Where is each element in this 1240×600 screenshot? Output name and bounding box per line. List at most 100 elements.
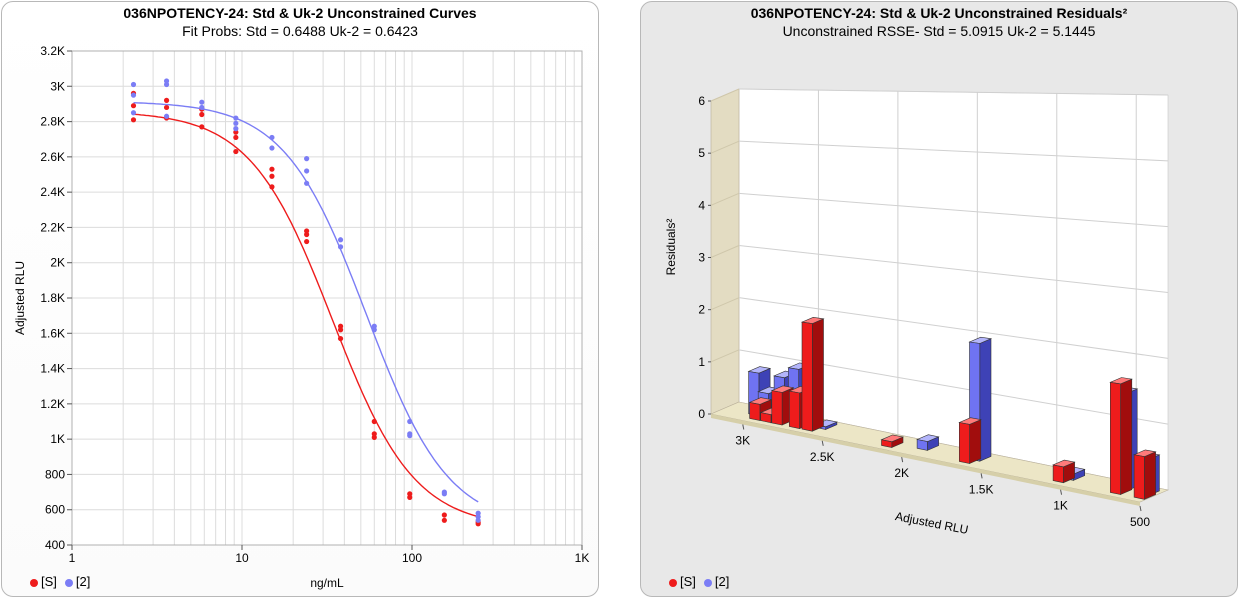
y-tick-label: 1.6K — [40, 326, 65, 340]
y-tick-label: 2K — [50, 256, 65, 270]
x-tick — [1060, 489, 1063, 495]
data-point-uk — [407, 433, 413, 439]
legend-uk-label: [2] — [714, 574, 730, 589]
data-point-uk — [475, 517, 481, 523]
bar-front-face — [801, 321, 813, 432]
y-tick-label: 2.8K — [40, 115, 65, 129]
data-point-uk — [163, 81, 170, 88]
bar-side-face — [969, 419, 982, 464]
data-point-uk — [337, 244, 344, 250]
y-axis-title: Adjusted RLU — [13, 261, 27, 335]
data-point-std — [163, 97, 170, 103]
data-point-uk — [233, 126, 239, 132]
bar-front-face — [1109, 381, 1121, 495]
fit-curve-std — [133, 113, 479, 518]
y-tick-label: 4 — [698, 198, 705, 212]
bar-front-face — [789, 390, 800, 429]
x-axis-title: Adjusted RLU — [894, 509, 969, 537]
data-point-uk — [233, 115, 239, 121]
data-point-uk — [304, 168, 310, 174]
data-point-std — [371, 434, 377, 440]
y-tick-label: 1 — [698, 355, 705, 369]
residual-bar-std — [958, 417, 982, 464]
y-tick-label: 2 — [698, 303, 705, 317]
data-point-std — [407, 494, 413, 500]
y-tick-label: 600 — [45, 503, 65, 517]
curves-chart-title: 036NPOTENCY-24: Std & Uk-2 Unconstrained… — [123, 5, 477, 21]
fit-curve-uk — [133, 102, 479, 503]
y-tick-label: 0 — [698, 407, 705, 421]
legend-uk-marker — [703, 579, 712, 587]
residuals-chart-plot: 0 1 2 3 4 5 6 3K 2.5K 2K 1.5K 1K 500 Residuals² Adjust… — [664, 88, 1169, 537]
x-tick-label: 1.5K — [969, 482, 994, 496]
x-tick-label: 500 — [1130, 515, 1150, 529]
curves-chart-plot: 400 600 800 1K 1.2K 1.4K 1.6K 1.8K 2K 2.2K 2.4K 2.6… — [13, 44, 590, 590]
data-point-std — [130, 117, 137, 123]
residual-bar-std — [880, 434, 905, 448]
bar-front-face — [881, 439, 893, 448]
data-point-std — [304, 231, 310, 238]
x-axis-title: ng/mL — [310, 576, 344, 590]
bar-front-face — [760, 412, 772, 424]
data-point-std — [269, 166, 275, 172]
data-point-std — [233, 134, 239, 141]
back-gridline — [738, 192, 1169, 228]
x-tick — [1139, 505, 1142, 512]
data-point-std — [304, 238, 310, 245]
x-tick-label: 3K — [735, 434, 750, 448]
legend-std-label: [S] — [41, 574, 57, 589]
residual-bar-std — [800, 316, 825, 432]
data-point-uk — [163, 113, 170, 119]
data-point-uk — [130, 92, 137, 98]
data-point-uk — [304, 180, 310, 186]
bar-front-face — [1133, 454, 1145, 500]
side-gridline — [710, 297, 740, 311]
x-tick-label: 2K — [894, 466, 909, 480]
y-tick-label: 3K — [50, 79, 65, 93]
residual-bar-std — [1109, 377, 1133, 495]
x-tick-label: 10 — [235, 551, 249, 565]
side-gridline — [710, 140, 740, 154]
data-point-uk — [371, 327, 377, 333]
residual-bar-uk — [916, 434, 940, 451]
x-tick-label: 2.5K — [810, 450, 835, 464]
x-tick-label: 1 — [69, 551, 76, 565]
y-tick-label: 800 — [45, 467, 65, 481]
y-tick-label: 5 — [698, 146, 705, 160]
legend-std-marker — [30, 579, 38, 587]
data-point-uk — [130, 81, 137, 88]
y-tick-label: 3.2K — [40, 44, 65, 58]
back-gridline — [738, 245, 1169, 293]
bar-front-face — [958, 422, 970, 464]
data-point-std — [371, 418, 377, 425]
x-tick-label: 100 — [402, 551, 422, 565]
curves-chart-panel: 036NPOTENCY-24: Std & Uk-2 Unconstrained… — [1, 1, 599, 597]
y-tick-label: 1.4K — [40, 362, 65, 376]
residuals-chart-legend: [S] [2] — [669, 574, 737, 589]
data-point-uk — [130, 110, 137, 116]
data-point-std — [163, 104, 170, 111]
data-point-std — [337, 327, 344, 333]
y-tick-label: 2.2K — [40, 220, 65, 234]
residual-bar-std — [1052, 459, 1076, 484]
x-tick — [980, 473, 983, 479]
floor-edge — [711, 414, 1140, 506]
data-point-std — [269, 184, 275, 190]
x-tick-label: 1K — [575, 551, 590, 565]
legend-uk-marker — [64, 579, 73, 587]
side-gridline — [710, 192, 740, 206]
data-point-std — [130, 103, 137, 109]
data-point-uk — [337, 237, 344, 243]
y-tick-label: 2.4K — [40, 185, 65, 199]
residuals-chart-subtitle: Unconstrained RSSE- Std = 5.0915 Uk-2 = … — [782, 23, 1096, 39]
bar-front-face — [1052, 464, 1064, 484]
x-tick — [901, 457, 904, 463]
bar-side-face — [812, 318, 824, 432]
back-gridline — [738, 88, 1169, 96]
legend-uk-label: [2] — [75, 574, 91, 589]
data-point-std — [199, 124, 205, 130]
bar-side-face — [1144, 451, 1156, 500]
y-tick-label: 1.8K — [40, 291, 65, 305]
data-point-uk — [199, 104, 205, 111]
y-tick-label: 2.6K — [40, 150, 65, 164]
